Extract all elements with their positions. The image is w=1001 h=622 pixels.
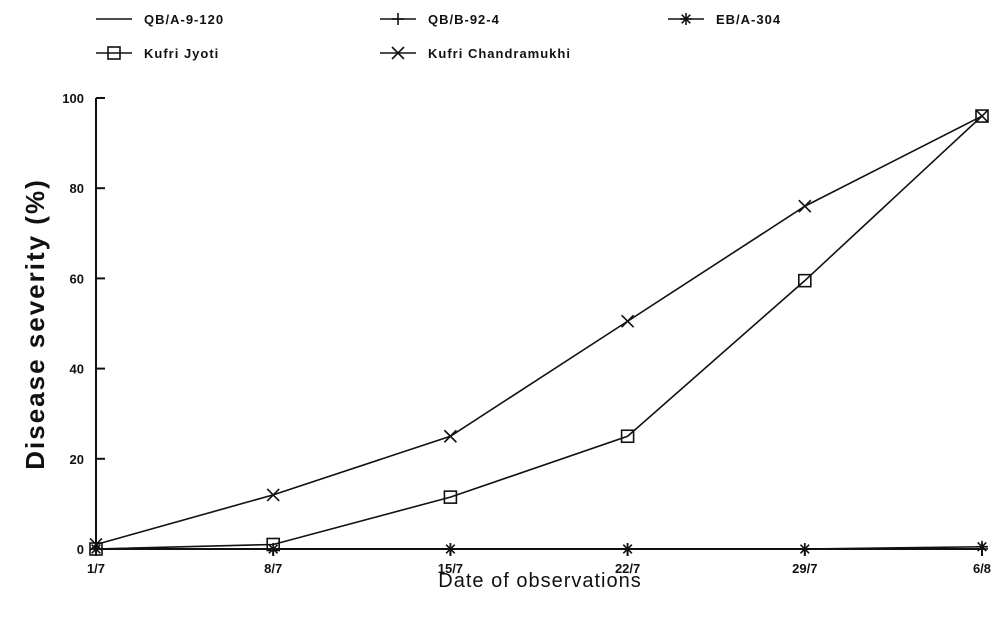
series-2-point-5 — [976, 540, 988, 553]
series-3-point-3 — [620, 429, 635, 444]
series-4 — [89, 109, 989, 552]
y-tick-label-40: 40 — [70, 362, 84, 377]
series-3 — [89, 109, 989, 556]
y-tick-label-60: 60 — [70, 271, 84, 286]
x-tick-label-3: 22/7 — [615, 561, 640, 576]
series-4-point-0 — [89, 537, 103, 552]
y-ticks: 0 20 40 60 80 100 — [62, 91, 105, 557]
legend: QB/A-9-120 QB/B-92-4 EB/A-304 Kufri Jyoti Ku… — [96, 12, 781, 61]
legend-label-1: QB/B-92-4 — [428, 12, 500, 27]
series-3-point-5 — [975, 109, 989, 123]
x-tick-label-0: 1/7 — [87, 561, 105, 576]
series-line-2 — [96, 545, 983, 550]
series-2-point-3 — [621, 543, 634, 555]
x-tick-label-4: 29/7 — [792, 561, 817, 576]
legend-entry-2: EB/A-304 — [668, 12, 781, 27]
y-tick-label-100: 100 — [62, 91, 84, 106]
legend-label-4: Kufri Chandramukhi — [428, 46, 571, 61]
legend-marker-3 — [107, 46, 121, 60]
series-4-point-1 — [266, 488, 280, 502]
series-2-point-2 — [444, 543, 457, 555]
x-tick-label-5: 6/8 — [973, 561, 991, 576]
legend-label-0: QB/A-9-120 — [144, 12, 224, 27]
x-tick-label-2: 15/7 — [438, 561, 463, 576]
legend-label-2: EB/A-304 — [716, 12, 781, 27]
series-3-point-1 — [266, 537, 281, 552]
series-3-point-2 — [443, 490, 458, 504]
series-4-point-4 — [798, 199, 812, 213]
y-tick-label-0: 0 — [77, 542, 84, 557]
legend-entry-0: QB/A-9-120 — [96, 12, 224, 27]
legend-marker-2 — [680, 13, 692, 25]
legend-entry-1: QB/B-92-4 — [380, 12, 500, 27]
series-4-point-2 — [443, 429, 457, 443]
series-2 — [90, 540, 988, 555]
y-tick-label-80: 80 — [70, 181, 84, 196]
series-group — [89, 109, 989, 556]
axes — [95, 98, 985, 550]
x-tick-label-1: 8/7 — [264, 561, 282, 576]
series-4-point-3 — [621, 314, 635, 328]
series-3-point-4 — [797, 273, 812, 288]
legend-entry-4: Kufri Chandramukhi — [380, 46, 571, 61]
series-3-point-0 — [89, 542, 103, 556]
y-tick-label-20: 20 — [70, 452, 84, 467]
legend-marker-4 — [391, 46, 405, 60]
y-axis-label: Disease severity (%) — [20, 178, 50, 469]
legend-label-3: Kufri Jyoti — [144, 46, 219, 61]
legend-marker-1 — [392, 13, 404, 25]
series-2-point-4 — [798, 543, 811, 555]
legend-entry-3: Kufri Jyoti — [96, 46, 219, 61]
series-line-4 — [95, 115, 983, 546]
series-line-3 — [95, 115, 983, 550]
series-4-point-5 — [975, 109, 989, 123]
x-axis-label: Date of observations — [438, 570, 641, 592]
